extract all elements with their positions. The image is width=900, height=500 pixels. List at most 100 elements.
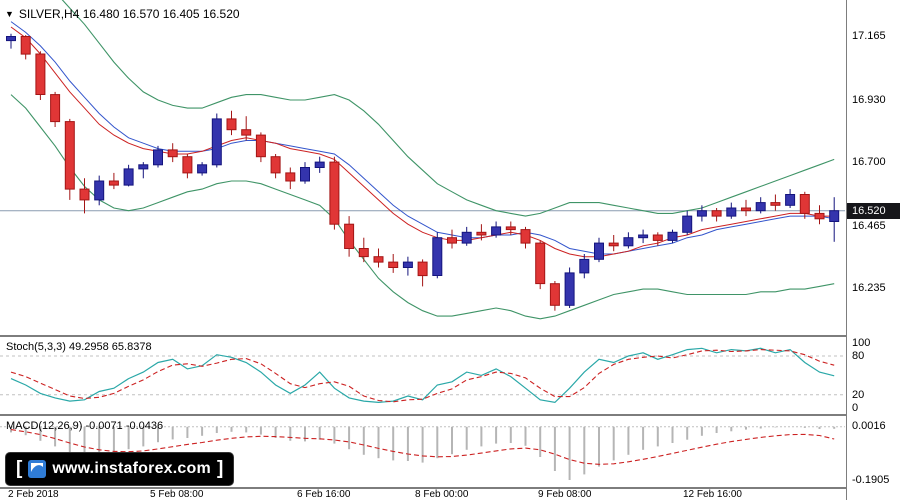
stoch-level-tick: 20 (852, 388, 865, 401)
candle-body (123, 168, 134, 186)
stoch-level-tick: 0 (852, 401, 859, 414)
symbol-ohlc-text: SILVER,H4 16.480 16.570 16.405 16.520 (18, 7, 240, 21)
time-label: 2 Feb 2018 (8, 489, 59, 500)
candle-body (652, 234, 663, 241)
instaforex-watermark: [ www.instaforex.com ] (5, 452, 235, 486)
candle-body (711, 210, 722, 217)
stochastic-label: Stoch(5,3,3) 49.2958 65.8378 (6, 341, 152, 353)
time-label: 8 Feb 00:00 (415, 489, 469, 500)
macd-tick: -0.1905 (852, 474, 890, 487)
symbol-dropdown-icon[interactable]: ▼ (5, 8, 14, 19)
candle-body (638, 234, 649, 239)
candle-body (255, 134, 266, 158)
stochastic-panel[interactable] (0, 338, 845, 414)
time-axis[interactable]: 2 Feb 2018 5 Feb 08:00 6 Feb 16:00 8 Feb 00… (0, 489, 845, 500)
bollinger-lower-line (10, 94, 835, 320)
candle-body (726, 207, 737, 217)
candle-body (682, 215, 693, 233)
price-chart-svg (0, 0, 845, 320)
ma-red-line (10, 26, 835, 258)
candle-body (799, 194, 810, 214)
candle-body (476, 231, 487, 236)
candle-body (579, 258, 590, 274)
instaforex-logo-icon (28, 460, 47, 478)
candle-body (770, 202, 781, 206)
candle-body (373, 256, 384, 263)
candle-body (344, 223, 355, 249)
candle-body (167, 149, 178, 158)
candle-body (241, 129, 252, 136)
candle-body (35, 53, 46, 95)
candle-body (755, 202, 766, 212)
ma-blue-line (10, 21, 835, 255)
candle-body (623, 237, 634, 247)
candle-body (358, 248, 369, 258)
candle-body (329, 161, 340, 225)
logo-text: www.instaforex.com (52, 460, 211, 477)
candle-body (300, 167, 310, 182)
candle-body (285, 172, 296, 182)
time-label: 12 Feb 16:00 (683, 489, 742, 500)
candle-body (447, 237, 457, 244)
candle-body (696, 210, 707, 217)
price-tick: 17.165 (852, 30, 886, 43)
candle-body (608, 242, 619, 247)
candle-body (667, 231, 678, 241)
time-label: 9 Feb 08:00 (538, 489, 592, 500)
stoch-level-tick: 100 (852, 337, 871, 350)
candle-body (226, 118, 237, 131)
candle-body (741, 207, 751, 212)
main-price-panel[interactable] (0, 0, 845, 335)
candle-body (50, 94, 61, 123)
candle-body (108, 180, 119, 186)
macd-svg (0, 426, 845, 480)
symbol-ohlc-label: ▼ SILVER,H4 16.480 16.570 16.405 16.520 (5, 7, 240, 21)
candle-body (461, 231, 472, 244)
logo-left-bracket: [ (16, 458, 23, 479)
candle-body (814, 212, 825, 220)
panel-separator[interactable] (0, 487, 900, 489)
bollinger-upper-line (61, 0, 835, 217)
candle-body (153, 149, 163, 166)
candle-body (505, 226, 516, 231)
candle-body (20, 36, 31, 55)
candle-body (211, 118, 222, 166)
candle-body (564, 272, 575, 306)
candle-body (64, 121, 75, 190)
candle-body (785, 194, 796, 206)
candle-body (94, 180, 105, 201)
stochastic-svg (0, 347, 845, 404)
candle-body (520, 229, 531, 244)
price-tick: 16.930 (852, 93, 886, 106)
candle-body (388, 261, 399, 269)
price-tick: 16.700 (852, 156, 886, 169)
candle-body (270, 156, 281, 174)
candle-body (79, 188, 90, 201)
stoch-level-tick: 80 (852, 350, 865, 363)
current-price-tag: 16.520 (847, 203, 900, 219)
candle-body (197, 164, 208, 174)
macd-signal-line (10, 429, 835, 465)
candle-body (535, 242, 546, 285)
candle-body (402, 261, 413, 269)
candle-body (829, 210, 840, 222)
panel-separator[interactable] (0, 414, 900, 416)
price-tick: 16.235 (852, 281, 886, 294)
candle-body (432, 237, 443, 276)
candle-body (491, 226, 502, 236)
panel-separator[interactable] (0, 335, 900, 337)
candle-body (182, 156, 193, 174)
time-label: 5 Feb 08:00 (150, 489, 204, 500)
candle-body (314, 161, 325, 169)
candle-body (549, 283, 560, 306)
candle-body (138, 164, 149, 170)
macd-tick: 0.0016 (852, 420, 886, 433)
stoch-main-line (10, 347, 835, 404)
candle-body (6, 36, 16, 42)
macd-panel[interactable] (0, 417, 845, 487)
candle-body (594, 242, 604, 260)
stoch-signal-line (10, 349, 835, 403)
time-label: 6 Feb 16:00 (297, 489, 351, 500)
price-axis[interactable]: 17.165 16.930 16.700 16.465 16.235 16.520 100 8… (846, 0, 900, 500)
